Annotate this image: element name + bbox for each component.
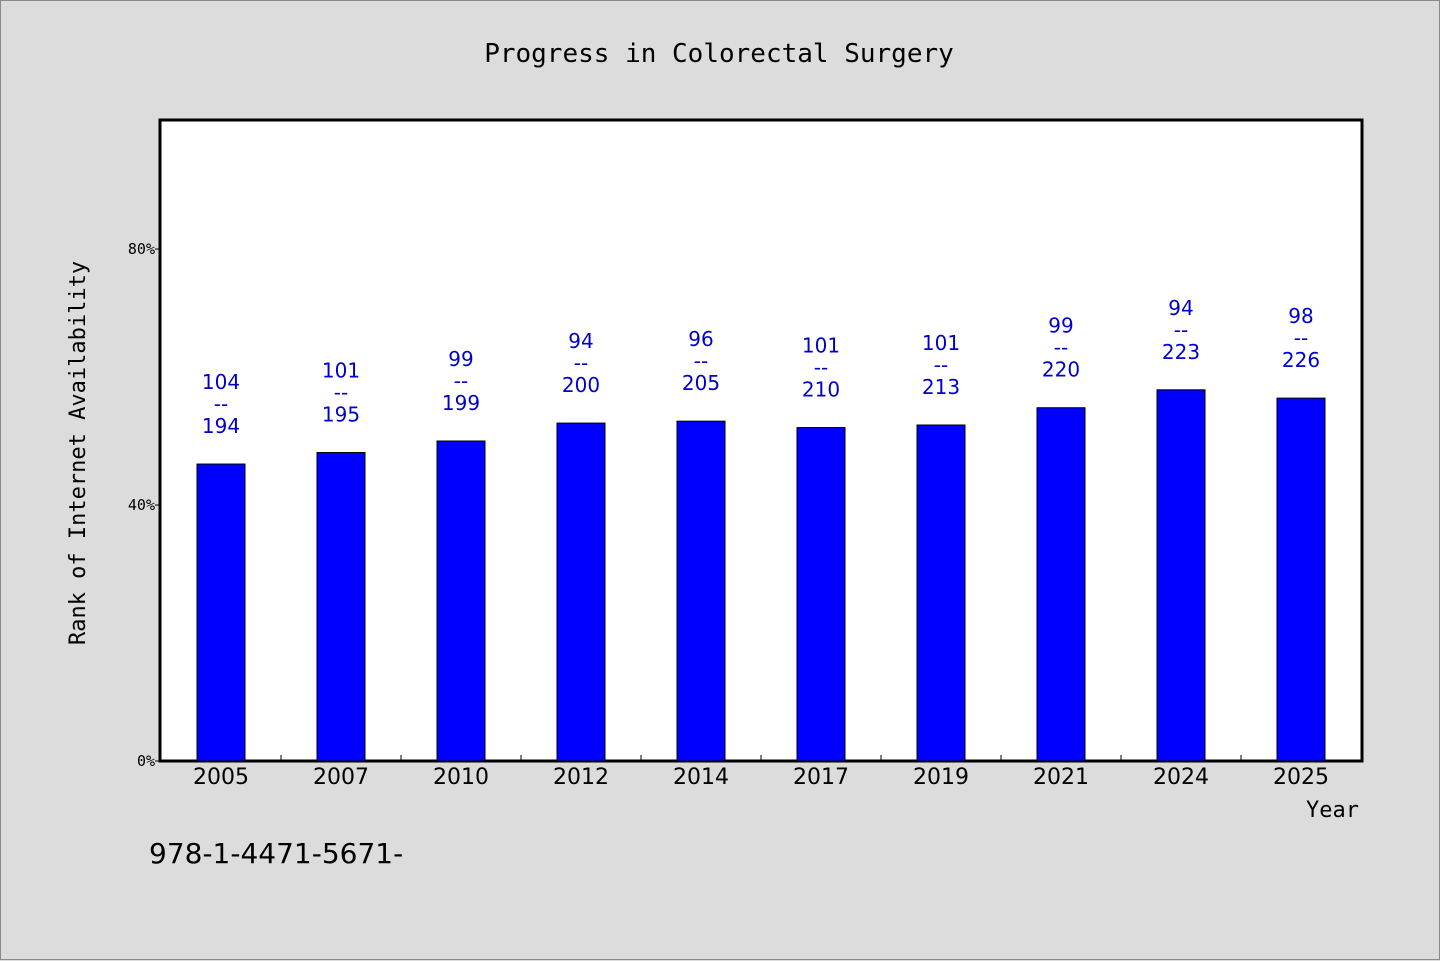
- bar-label-separator: --: [334, 381, 348, 405]
- bar-series: [196, 389, 1326, 762]
- chart-title: Progress in Colorectal Surgery: [484, 39, 954, 69]
- bar-label-separator: --: [1174, 318, 1188, 342]
- footer-code: 978-1-4471-5671-: [149, 837, 403, 870]
- y-axis-ticks: 0% 40% 80%: [128, 240, 161, 770]
- bar-label-bottom: 226: [1282, 348, 1320, 372]
- bar-label-top: 101: [322, 359, 360, 383]
- bar-label-top: 99: [448, 347, 473, 371]
- bar-2010: [436, 440, 486, 762]
- x-tick-label: 2007: [313, 765, 369, 790]
- bar-label-top: 94: [1168, 296, 1193, 320]
- bar-label-top: 101: [922, 331, 960, 355]
- bar-label-separator: --: [1294, 326, 1308, 350]
- y-tick-label: 0%: [137, 752, 155, 770]
- x-axis-label: Year: [1306, 798, 1359, 823]
- x-tick-label: 2021: [1033, 765, 1089, 790]
- bar-label-separator: --: [454, 369, 468, 393]
- bar-label-bottom: 194: [202, 414, 240, 438]
- bar-2019: [916, 424, 966, 762]
- x-tick-label: 2014: [673, 765, 729, 790]
- bar-label-separator: --: [214, 392, 228, 416]
- bar-label-top: 94: [568, 329, 593, 353]
- bar-2007: [316, 452, 366, 762]
- x-tick-label: 2025: [1273, 765, 1329, 790]
- x-tick-label: 2005: [193, 765, 249, 790]
- bar-label-bottom: 213: [922, 375, 960, 399]
- bar-label-top: 98: [1288, 304, 1313, 328]
- bar-label-bottom: 220: [1042, 358, 1080, 382]
- bar-labels: 104--194101--19599--19994--20096--205101…: [202, 296, 1320, 438]
- bar-label-bottom: 195: [322, 403, 360, 427]
- y-tick-label: 80%: [128, 240, 155, 258]
- bar-label-top: 96: [688, 327, 713, 351]
- bar-2024: [1156, 389, 1206, 762]
- bar-2012: [556, 422, 606, 762]
- bar-label-top: 99: [1048, 314, 1073, 338]
- bar-label-bottom: 199: [442, 391, 480, 415]
- bar-label-separator: --: [814, 356, 828, 380]
- x-tick-label: 2010: [433, 765, 489, 790]
- x-tick-label: 2012: [553, 765, 609, 790]
- bar-label-bottom: 210: [802, 378, 840, 402]
- bar-2014: [676, 420, 726, 762]
- bar-label-bottom: 223: [1162, 340, 1200, 364]
- bar-label-bottom: 205: [682, 371, 720, 395]
- bar-label-separator: --: [1054, 336, 1068, 360]
- bar-label-bottom: 200: [562, 373, 600, 397]
- bar-label-separator: --: [934, 353, 948, 377]
- bar-2021: [1036, 407, 1086, 762]
- x-tick-label: 2019: [913, 765, 969, 790]
- x-tick-label: 2017: [793, 765, 849, 790]
- bar-2005: [196, 463, 246, 762]
- bar-2025: [1276, 397, 1326, 762]
- bar-label-top: 101: [802, 334, 840, 358]
- y-tick-label: 40%: [128, 496, 155, 514]
- bar-label-separator: --: [694, 349, 708, 373]
- bar-label-top: 104: [202, 370, 240, 394]
- x-tick-label: 2024: [1153, 765, 1209, 790]
- bar-label-separator: --: [574, 351, 588, 375]
- x-axis-ticks: 2005 2007 2010 2012 2014 2017 2019 2021 2024 2025: [193, 755, 1329, 790]
- bar-2017: [796, 427, 846, 762]
- y-axis-label: Rank of Internet Availability: [66, 261, 91, 645]
